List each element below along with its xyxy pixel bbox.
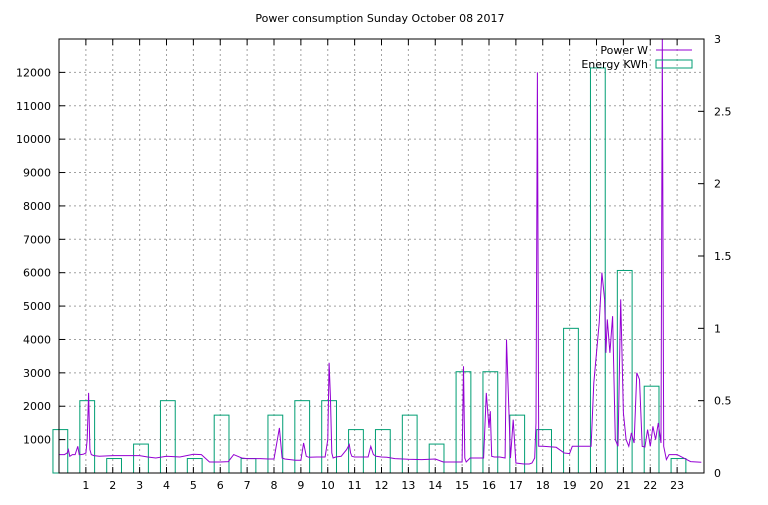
x-tick-label: 13 — [401, 479, 415, 492]
power-series — [59, 38, 702, 465]
x-tick-label: 12 — [375, 479, 389, 492]
y2-tick-label: 1 — [714, 322, 721, 335]
energy-bar — [186, 458, 203, 474]
x-tick-label: 19 — [563, 479, 577, 492]
energy-bar — [159, 400, 176, 474]
energy-bars — [52, 67, 687, 474]
x-tick-label: 17 — [509, 479, 523, 492]
x-tick-label: 14 — [428, 479, 442, 492]
energy-bar — [133, 443, 149, 474]
y2-tick-label: 2.5 — [714, 105, 732, 118]
y-tick-label: 1000 — [23, 434, 51, 447]
energy-bar — [401, 414, 418, 474]
x-tick-label: 8 — [271, 479, 278, 492]
y-tick-label: 7000 — [23, 233, 51, 246]
x-tick-label: 22 — [643, 479, 657, 492]
x-tick-label: 21 — [616, 479, 630, 492]
energy-bar — [294, 400, 311, 474]
y-axis-tick-labels: 1000 2000 3000 4000 5000 6000 7000 8000 9000 1000… — [16, 66, 51, 446]
energy-bar — [106, 458, 122, 474]
legend: Power W Energy KWh — [581, 44, 693, 71]
x-axis-tick-labels: 1 2 3 4 5 6 7 8 9 10 11 12 13 14 15 16 17 18 19 20 21 22 23 — [82, 479, 684, 492]
energy-bar — [52, 429, 69, 474]
x-tick-label: 4 — [163, 479, 170, 492]
x-tick-label: 1 — [82, 479, 89, 492]
legend-energy-label: Energy KWh — [581, 58, 648, 71]
x-tick-label: 20 — [590, 479, 604, 492]
y2-tick-label: 0 — [714, 467, 721, 480]
x-tick-label: 9 — [297, 479, 304, 492]
y2-tick-label: 2 — [714, 178, 721, 191]
y-tick-label: 6000 — [23, 267, 51, 280]
x-tick-label: 3 — [136, 479, 143, 492]
y-tick-label: 5000 — [23, 300, 51, 313]
x-tick-label: 16 — [482, 479, 496, 492]
y-tick-label: 3000 — [23, 367, 51, 380]
y-tick-label: 8000 — [23, 200, 51, 213]
x-tick-label: 5 — [190, 479, 197, 492]
y2-tick-label: 3 — [714, 33, 721, 46]
energy-bar — [509, 414, 526, 474]
energy-bar — [321, 400, 337, 474]
y-tick-label: 11000 — [16, 100, 51, 113]
y2-tick-label: 1.5 — [714, 250, 732, 263]
x-tick-label: 23 — [670, 479, 684, 492]
energy-bar — [374, 429, 391, 474]
power-line — [59, 38, 702, 465]
y-tick-label: 9000 — [23, 167, 51, 180]
chart-title: Power consumption Sunday October 08 2017 — [255, 12, 504, 25]
energy-bar — [213, 414, 230, 474]
y-tick-label: 12000 — [16, 66, 51, 79]
x-tick-label: 18 — [536, 479, 550, 492]
y-tick-label: 10000 — [16, 133, 51, 146]
x-tick-label: 15 — [455, 479, 469, 492]
x-tick-label: 2 — [109, 479, 116, 492]
x-tick-label: 10 — [321, 479, 335, 492]
y-tick-label: 2000 — [23, 400, 51, 413]
y-tick-label: 4000 — [23, 333, 51, 346]
grid — [59, 39, 704, 473]
energy-bar — [428, 443, 445, 474]
x-tick-label: 6 — [217, 479, 224, 492]
legend-energy-swatch — [655, 59, 693, 69]
energy-bar — [240, 458, 257, 474]
x-tick-label: 7 — [244, 479, 251, 492]
y2-axis-tick-labels: 0 0.5 1 1.5 2 2.5 3 — [714, 33, 732, 480]
axis-ticks — [59, 38, 704, 474]
energy-bar — [670, 458, 687, 474]
x-tick-label: 11 — [348, 479, 362, 492]
y2-tick-label: 0.5 — [714, 395, 732, 408]
legend-power-label: Power W — [600, 44, 648, 57]
